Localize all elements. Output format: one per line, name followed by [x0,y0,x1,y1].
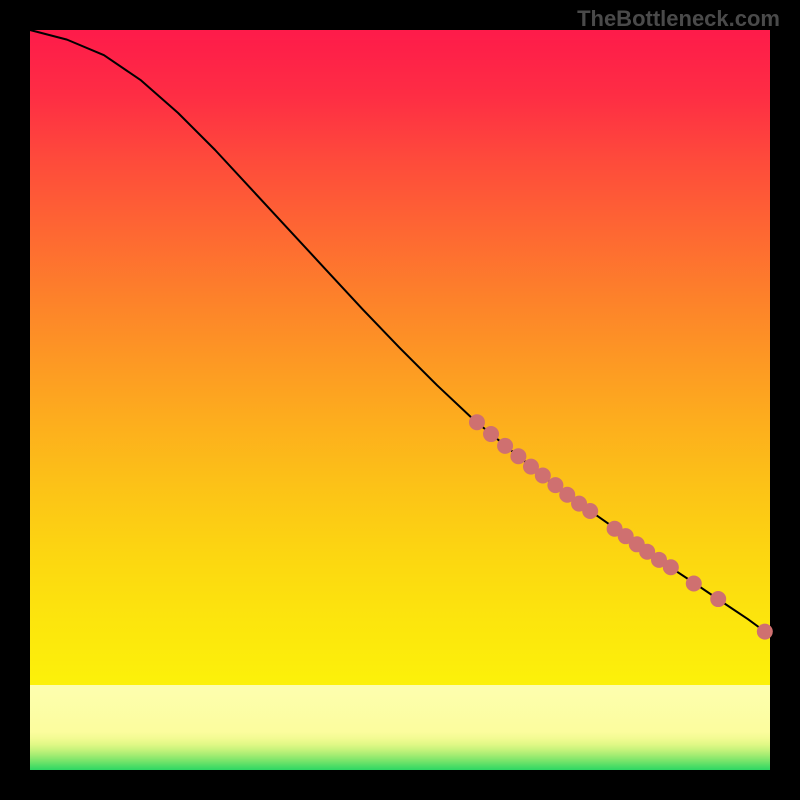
chart-outer: TheBottleneck.com [0,0,800,800]
data-marker [663,559,679,575]
data-marker [686,576,702,592]
data-marker [757,624,773,640]
data-marker [582,503,598,519]
chart-overlay [30,30,770,770]
data-marker [469,414,485,430]
data-marker [510,448,526,464]
data-marker [483,426,499,442]
data-marker [710,591,726,607]
curve-line [30,30,770,635]
plot-area [30,30,770,770]
data-marker [535,467,551,483]
data-marker [497,438,513,454]
watermark-text: TheBottleneck.com [577,6,780,32]
